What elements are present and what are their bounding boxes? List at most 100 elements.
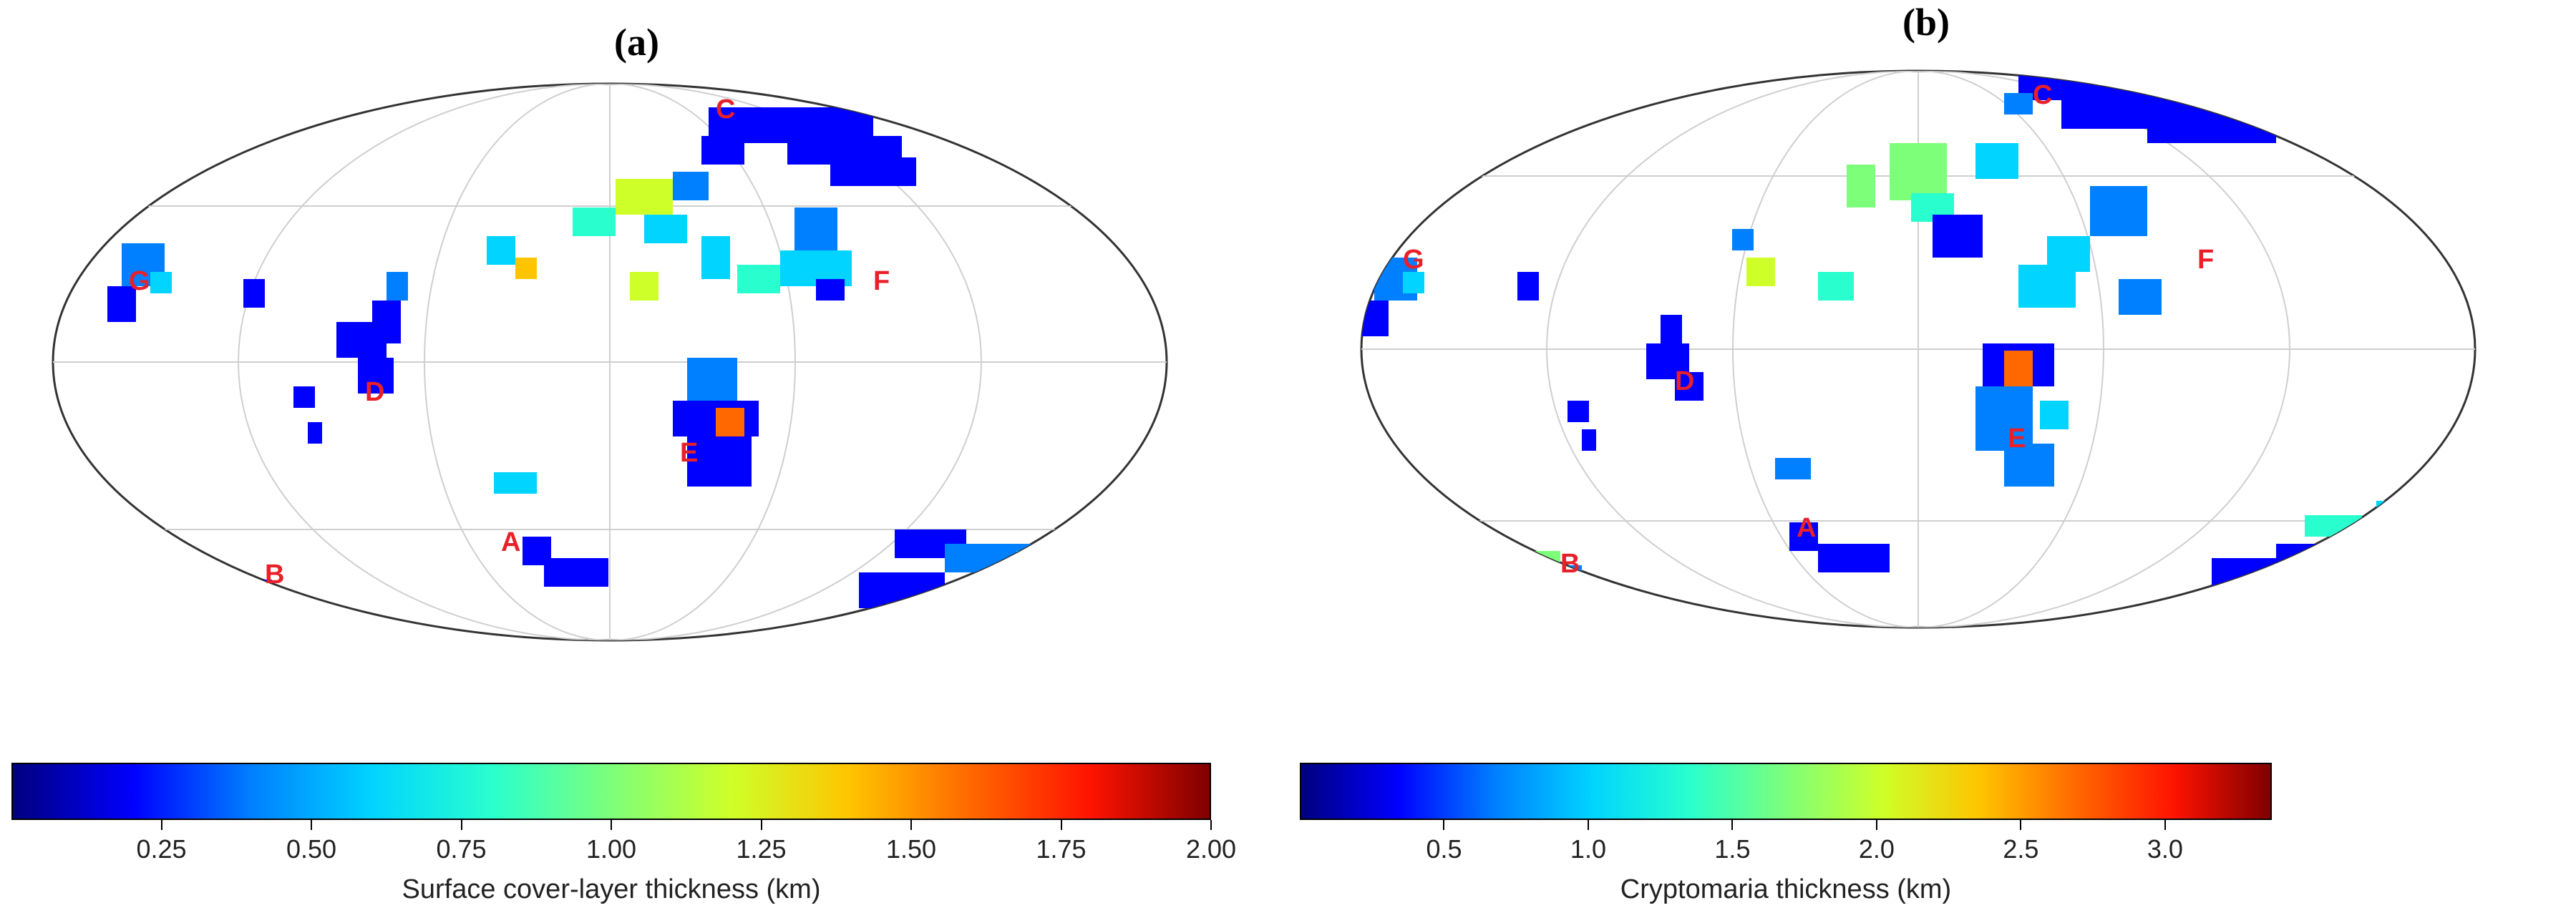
thickness-cell: [107, 286, 136, 322]
thickness-cell: [2305, 515, 2362, 537]
thickness-cell: [1818, 272, 1854, 301]
thickness-cell: [1975, 386, 2033, 451]
region-label: D: [365, 377, 384, 407]
thickness-cell: [243, 279, 265, 308]
thickness-cell: [1975, 143, 2018, 179]
region-label: C: [2033, 80, 2052, 110]
thickness-cell: [1074, 522, 1117, 551]
region-label: E: [2008, 424, 2026, 454]
colorbar-tick: [2164, 820, 2166, 830]
thickness-cell: [1424, 544, 1510, 572]
thickness-cell: [737, 265, 780, 293]
panel-label: (a): [614, 21, 659, 64]
thickness-cell: [1582, 429, 1596, 451]
thickness-cell: [2376, 501, 2419, 529]
colorbar-tick-label: 1.75: [1036, 834, 1087, 864]
thickness-cell: [1403, 272, 1424, 293]
thickness-cell: [701, 236, 730, 279]
thickness-cell: [2147, 107, 2276, 143]
colorbar-tick-label: 2.5: [2003, 834, 2039, 864]
region-label: B: [265, 560, 284, 590]
thickness-cell: [1568, 401, 1589, 422]
thickness-cell: [387, 272, 408, 301]
thickness-cell: [2276, 544, 2369, 572]
thickness-cell: [1016, 551, 1088, 580]
thickness-cell: [816, 279, 845, 301]
colorbar-tick: [2020, 820, 2022, 830]
thickness-cell: [358, 358, 394, 394]
colorbar-tick-label: 2.00: [1185, 834, 1237, 864]
thickness-cell: [1746, 258, 1775, 286]
thickness-cell: [150, 272, 172, 293]
region-label: G: [129, 266, 150, 296]
thickness-cell: [186, 580, 272, 608]
thickness-cell: [372, 301, 401, 343]
colorbar-tick: [1210, 820, 1212, 830]
thickness-cell: [616, 179, 673, 215]
panel-b: (b) A B C D E F G 0.5 1.0 1.5 2.0 2.5 3.0 Cryptomar…: [1288, 0, 2576, 913]
thickness-cell: [1517, 272, 1539, 301]
colorbar-title: Surface cover-layer thickness (km): [402, 874, 821, 904]
colorbar-tick-label: 1.0: [1570, 834, 1606, 864]
colorbar-ticks: 0.25 0.50 0.75 1.00 1.25 1.50 1.75 2.00: [11, 820, 1236, 877]
colorbar-tick: [611, 820, 612, 830]
thickness-cell: [1847, 165, 1875, 208]
colorbar-tick-label: 1.25: [736, 834, 787, 864]
thickness-cell: [544, 558, 608, 587]
thickness-cell: [2018, 265, 2076, 308]
region-label: F: [2197, 245, 2214, 275]
thickness-cell: [1661, 315, 1682, 343]
colorbar: [1300, 763, 2272, 820]
thickness-cell: [243, 594, 301, 622]
thickness-cell: [687, 436, 752, 487]
thickness-cell: [573, 208, 616, 236]
colorbar-tick-label: 1.00: [585, 834, 637, 864]
region-label: D: [1675, 366, 1694, 396]
thickness-cell: [794, 208, 837, 258]
colorbar-tick: [1587, 820, 1589, 830]
thickness-cell: [945, 587, 1052, 615]
region-label: F: [873, 266, 890, 296]
thickness-cell: [1002, 580, 1031, 601]
colorbar-tick-label: 0.25: [136, 834, 187, 864]
thickness-cell: [1890, 143, 1947, 200]
colorbar: [11, 763, 1211, 820]
thickness-cell: [1933, 215, 1983, 258]
colorbar-ticks: 0.5 1.0 1.5 2.0 2.5 3.0: [1300, 820, 2272, 877]
thickness-cell: [644, 215, 687, 243]
thickness-cell: [2119, 279, 2162, 315]
region-label: B: [1560, 549, 1580, 579]
thickness-cell: [2004, 93, 2033, 114]
colorbar-tick: [1060, 820, 1062, 830]
panel-a: (a) A B C D E F G 0.25 0.50 0.75 1.00 1.25 1.50 1.75…: [0, 0, 1281, 913]
thickness-cell: [716, 408, 744, 436]
thickness-cell: [286, 615, 351, 637]
thickness-cell: [2004, 351, 2033, 386]
thickness-cell: [1489, 551, 1560, 580]
thickness-cell: [945, 544, 1038, 572]
mollweide-map: A B C D E F G: [1360, 69, 2477, 629]
thickness-cell: [215, 608, 258, 630]
thickness-cell: [673, 172, 709, 200]
thickness-cell: [630, 272, 658, 301]
colorbar-tick: [460, 820, 462, 830]
colorbar-tick: [1875, 820, 1877, 830]
colorbar-tick: [311, 820, 312, 830]
thickness-cell: [293, 386, 315, 408]
colorbar-tick-label: 0.50: [286, 834, 337, 864]
region-label: C: [716, 94, 735, 125]
colorbar-tick: [1443, 820, 1445, 830]
panel-label: (b): [1902, 1, 1950, 44]
thickness-cell: [143, 565, 200, 594]
thickness-cell: [2348, 522, 2434, 551]
thickness-cell: [1460, 572, 1503, 594]
thickness-cell: [830, 157, 916, 186]
colorbar-tick-label: 1.50: [885, 834, 937, 864]
colorbar-tick: [1731, 820, 1734, 830]
thickness-cell: [687, 358, 737, 408]
colorbar-tick-label: 0.75: [436, 834, 487, 864]
colorbar-title: Cryptomaria thickness (km): [1620, 874, 1952, 904]
thickness-cell: [1775, 458, 1811, 479]
thickness-cell: [1732, 229, 1754, 250]
thickness-cell: [515, 258, 537, 279]
